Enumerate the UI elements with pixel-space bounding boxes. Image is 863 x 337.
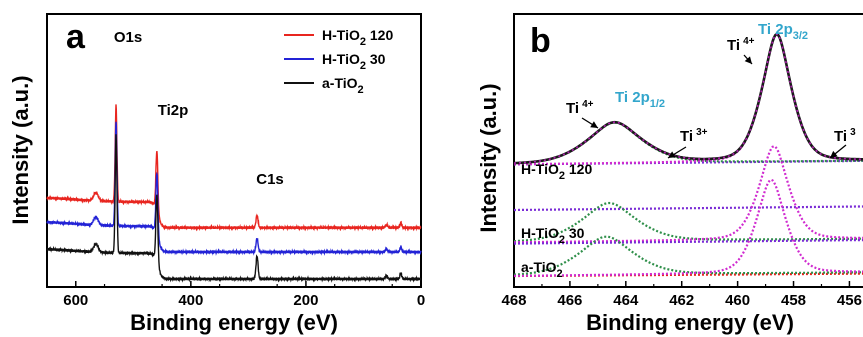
panel-a-tick-label: 0 <box>417 292 425 309</box>
panel-b-sample-labels: H-TiO2 120 H-TiO2 30 a-TiO2 <box>521 161 592 280</box>
panel-b-label: b <box>530 22 551 60</box>
panel-b-annotations: Ti 4+ Ti 2p1/2Ti 3+Ti 4+Ti 2p3/2Ti 3 <box>566 21 856 159</box>
panel-b-sample-label: H-TiO2 30 <box>521 225 585 246</box>
panel-a-tick-label: 200 <box>293 292 318 309</box>
panel-b-background-line <box>514 272 863 278</box>
panel-b-annotation: Ti 3+ <box>680 127 708 145</box>
panel-b-annotation: Ti 4+ <box>566 99 594 117</box>
panel-b-arrowhead <box>830 150 838 158</box>
panel-a-x-ticks: 600 400 200 0 <box>46 281 425 309</box>
panel-b-tick-label: 464 <box>613 292 639 309</box>
panel-b-background-line <box>514 239 863 245</box>
panel-a-legend-entry: H-TiO2 120 <box>322 27 393 48</box>
panel-b-data-trace <box>513 33 863 164</box>
panel-a-peak-label: Ti2p <box>158 102 189 119</box>
panel-b-component-peak <box>513 235 863 276</box>
panel-a-series-line <box>46 134 422 283</box>
panel-b-plot-frame <box>513 13 863 288</box>
panel-a-series-line <box>46 104 422 232</box>
panel-b-background-line <box>514 159 863 166</box>
panel-b-arrowhead <box>744 56 752 64</box>
panel-b-spectra <box>513 32 863 278</box>
panel-b-tick-label: 466 <box>557 292 582 309</box>
panel-b-tick-label: 458 <box>781 292 806 309</box>
panel-a-tick-label: 400 <box>178 292 203 309</box>
panel-b-component-peak <box>513 33 863 166</box>
panel-b-background-line <box>514 205 863 212</box>
panel-a-tick-label: 600 <box>63 292 88 309</box>
panel-b-sample-label: a-TiO2 <box>521 259 563 280</box>
panel-b: 468 466 464 462 460 458 456 b H-TiO2 120H-TiO2… <box>476 13 863 335</box>
panel-b-component-peak <box>514 201 863 243</box>
panel-b-component-peak <box>514 145 863 244</box>
panel-a-plot-frame <box>46 13 422 288</box>
panel-b-annotation: Ti 3 <box>834 127 856 145</box>
panel-a-series <box>46 104 422 283</box>
panel-b-annotation: Ti 2p1/2 <box>615 89 665 110</box>
panel-b-tick-label: 460 <box>725 292 750 309</box>
panel-a-peak-label: O1s <box>114 29 142 46</box>
panel-b-x-ticks: 468 466 464 462 460 458 456 <box>501 281 862 309</box>
panel-a-legend-entry: H-TiO2 30 <box>322 51 386 72</box>
panel-a-series-line <box>46 121 422 256</box>
panel-a-label: a <box>66 18 86 56</box>
panel-b-annotation: Ti 4+ <box>727 36 755 54</box>
panel-b-component-peak <box>514 178 863 277</box>
panel-a-legend-entry: a-TiO2 <box>322 75 364 96</box>
panel-b-sample-label: H-TiO2 120 <box>521 161 592 182</box>
panel-b-arrowhead <box>590 121 598 128</box>
panel-a-peak-label: C1s <box>256 171 284 188</box>
panel-a-peak-labels: O1s Ti2p C1s <box>114 29 284 188</box>
panel-b-tick-label: 456 <box>837 292 862 309</box>
panel-a-ylabel: Intensity (a.u.) <box>8 75 33 224</box>
panel-b-ylabel: Intensity (a.u.) <box>476 83 501 232</box>
panel-b-annotation: Ti 2p3/2 <box>758 21 808 42</box>
panel-b-arrowhead <box>668 151 676 158</box>
panel-a-xlabel: Binding energy (eV) <box>130 310 338 335</box>
panel-b-tick-label: 468 <box>501 292 526 309</box>
panel-b-xlabel: Binding energy (eV) <box>586 310 794 335</box>
panel-a-legend: H-TiO2 120 H-TiO2 30 a-TiO2 <box>284 27 393 96</box>
panel-b-tick-label: 462 <box>669 292 694 309</box>
